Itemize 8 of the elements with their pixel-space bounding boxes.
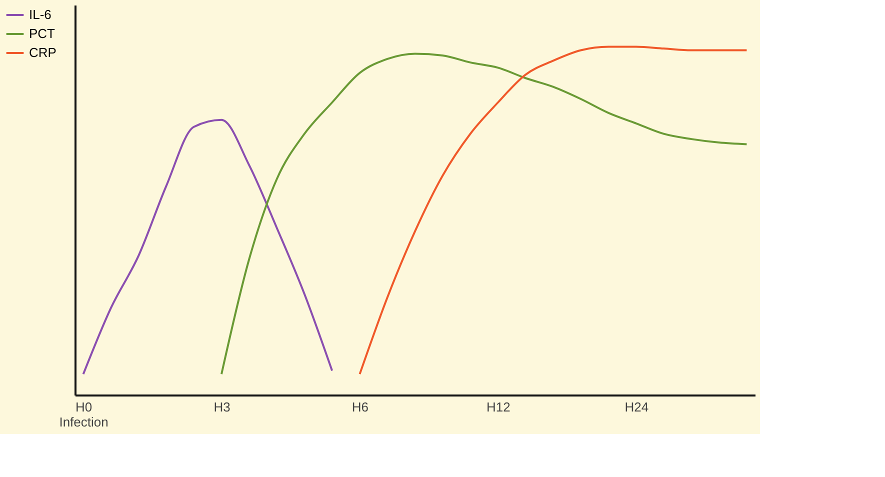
x-tick-label: H0 Infection — [59, 400, 108, 430]
legend-label: PCT — [29, 26, 56, 41]
legend-label: CRP — [29, 45, 56, 60]
x-tick-label: H24 — [624, 400, 649, 414]
legend-label: IL-6 — [29, 7, 52, 22]
x-tick-label: H3 — [214, 400, 230, 414]
x-tick-label: H12 — [486, 400, 510, 414]
x-tick-label: H6 — [352, 400, 369, 414]
